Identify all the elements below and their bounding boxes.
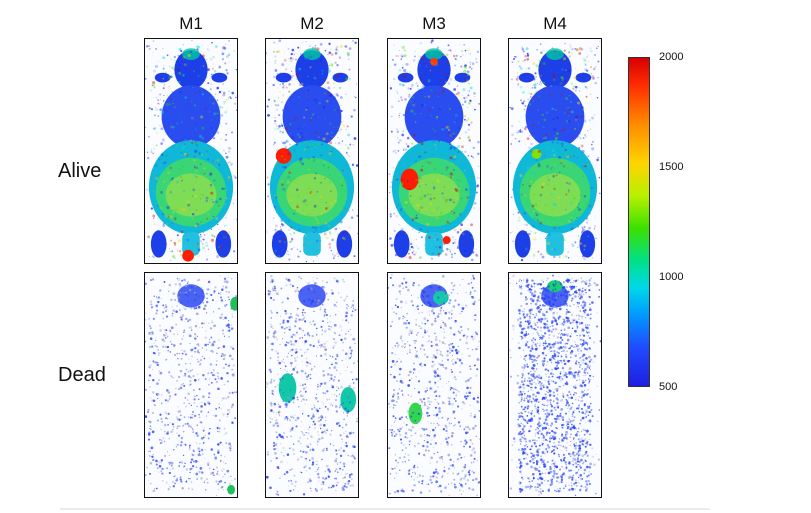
column-label-m2: M2 [300, 14, 324, 33]
colorbar [628, 57, 650, 387]
colorbar-tick-1000: 1000 [659, 271, 684, 283]
mouse-image-alive-m4 [509, 40, 601, 262]
column-label-m4: M4 [543, 14, 567, 33]
colorbar-tick-500: 500 [659, 381, 678, 393]
panel-dead-m2 [265, 272, 359, 498]
column-label-m3: M3 [422, 14, 446, 33]
mouse-image-alive-m1 [145, 39, 237, 262]
colorbar-tick-2000: 2000 [659, 51, 684, 63]
mouse-image-dead-m1 [145, 275, 237, 497]
mouse-image-dead-m4 [509, 274, 601, 497]
mouse-image-alive-m3 [388, 39, 480, 262]
panel-alive-m4 [508, 38, 602, 264]
mouse-image-alive-m2 [266, 39, 358, 263]
panel-dead-m3 [387, 272, 481, 498]
column-label-m1: M1 [179, 14, 203, 33]
panel-alive-m3 [387, 38, 481, 264]
panel-alive-m2 [265, 38, 359, 264]
bottom-divider [60, 508, 710, 510]
panel-dead-m4 [508, 272, 602, 498]
row-label-dead: Dead [58, 364, 106, 386]
mouse-image-dead-m2 [266, 274, 358, 496]
colorbar-tick-1500: 1500 [659, 161, 684, 173]
panel-alive-m1 [144, 38, 238, 264]
panel-dead-m1 [144, 272, 238, 498]
mouse-image-dead-m3 [388, 273, 480, 497]
row-label-alive: Alive [58, 160, 102, 182]
